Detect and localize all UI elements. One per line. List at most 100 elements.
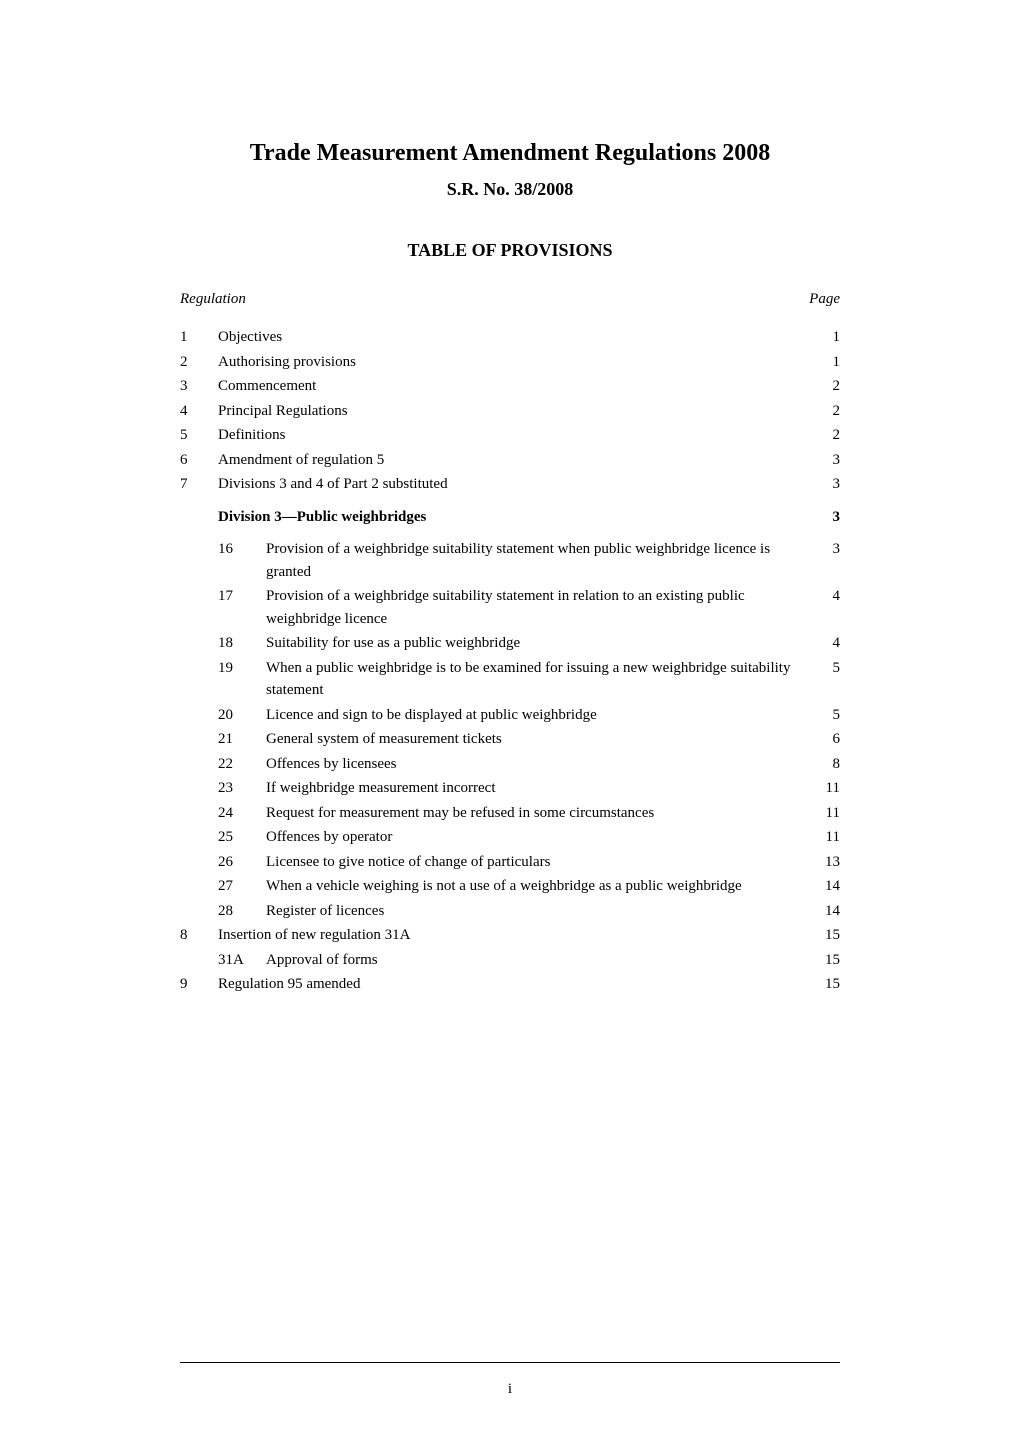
toc-page: 14 [816,900,840,923]
toc-sub-entry: 17 Provision of a weighbridge suitabilit… [180,585,840,630]
toc-label: When a vehicle weighing is not a use of … [266,875,816,898]
toc-label: If weighbridge measurement incorrect [266,777,816,800]
page-number: i [0,1381,1020,1398]
toc-page: 2 [816,400,840,423]
toc-num: 5 [180,424,218,447]
toc-num: 28 [218,900,266,923]
toc-page: 6 [816,728,840,751]
toc-entry: 5 Definitions 2 [180,424,840,447]
toc-label: Objectives [218,326,816,349]
toc-sub-entry: 21 General system of measurement tickets… [180,728,840,751]
division-heading: Division 3—Public weighbridges 3 [180,506,840,529]
toc-sub-entry: 23 If weighbridge measurement incorrect … [180,777,840,800]
toc-sub-entry: 20 Licence and sign to be displayed at p… [180,704,840,727]
toc-page: 1 [816,351,840,374]
toc-after2-list: 9 Regulation 95 amended 15 [180,973,840,996]
toc-page: 14 [816,875,840,898]
column-headers: Regulation Page [180,291,840,308]
toc-page: 11 [816,826,840,849]
toc-num: 18 [218,632,266,655]
toc-label: Commencement [218,375,816,398]
toc-num: 2 [180,351,218,374]
toc-label: Approval of forms [266,949,816,972]
toc-page: 1 [816,326,840,349]
toc-page: 3 [816,449,840,472]
toc-label: Register of licences [266,900,816,923]
toc-page: 15 [816,949,840,972]
toc-num: 25 [218,826,266,849]
toc-sub-entry: 27 When a vehicle weighing is not a use … [180,875,840,898]
toc-page: 5 [816,704,840,727]
toc-sub-entry: 22 Offences by licensees 8 [180,753,840,776]
toc-entry: 1 Objectives 1 [180,326,840,349]
toc-label: Amendment of regulation 5 [218,449,816,472]
toc-sub-entry: 24 Request for measurement may be refuse… [180,802,840,825]
toc-sub-entry: 16 Provision of a weighbridge suitabilit… [180,538,840,583]
toc-page: 4 [816,585,840,630]
toc-sub-entry: 19 When a public weighbridge is to be ex… [180,657,840,702]
toc-label: Offences by operator [266,826,816,849]
toc-label: Definitions [218,424,816,447]
toc-page: 11 [816,802,840,825]
toc-entry: 7 Divisions 3 and 4 of Part 2 substitute… [180,473,840,496]
toc-num: 24 [218,802,266,825]
toc-label: Request for measurement may be refused i… [266,802,816,825]
toc-label: General system of measurement tickets [266,728,816,751]
toc-page: 11 [816,777,840,800]
toc-num: 21 [218,728,266,751]
toc-page: 3 [816,473,840,496]
toc-entry: 4 Principal Regulations 2 [180,400,840,423]
toc-sub-list: 16 Provision of a weighbridge suitabilit… [180,538,840,922]
toc-page: 4 [816,632,840,655]
toc-num: 19 [218,657,266,702]
toc-num: 4 [180,400,218,423]
toc-num: 8 [180,924,218,947]
toc-num: 3 [180,375,218,398]
toc-label: Offences by licensees [266,753,816,776]
toc-label: Insertion of new regulation 31A [218,924,816,947]
toc-num: 16 [218,538,266,583]
toc-page: 15 [816,973,840,996]
division-label: Division 3—Public weighbridges [218,506,816,529]
toc-page: 3 [816,538,840,583]
toc-num: 6 [180,449,218,472]
toc-num: 20 [218,704,266,727]
toc-page: 13 [816,851,840,874]
toc-page: 8 [816,753,840,776]
toc-page: 2 [816,375,840,398]
toc-main-list: 1 Objectives 1 2 Authorising provisions … [180,326,840,496]
toc-num: 17 [218,585,266,630]
toc-sub-entry: 31A Approval of forms 15 [180,949,840,972]
toc-sub-entry: 28 Register of licences 14 [180,900,840,923]
toc-label: Divisions 3 and 4 of Part 2 substituted [218,473,816,496]
toc-label: When a public weighbridge is to be exami… [266,657,816,702]
footer-rule [180,1362,840,1363]
toc-entry: 6 Amendment of regulation 5 3 [180,449,840,472]
toc-entry: 8 Insertion of new regulation 31A 15 [180,924,840,947]
toc-heading: TABLE OF PROVISIONS [180,240,840,261]
toc-entry: 3 Commencement 2 [180,375,840,398]
toc-num: 26 [218,851,266,874]
toc-sub-entry: 25 Offences by operator 11 [180,826,840,849]
toc-label: Regulation 95 amended [218,973,816,996]
toc-sub-entry: 26 Licensee to give notice of change of … [180,851,840,874]
division-page: 3 [816,506,840,529]
toc-num: 9 [180,973,218,996]
toc-page: 15 [816,924,840,947]
page-column-label: Page [809,291,840,308]
toc-num: 23 [218,777,266,800]
toc-page: 2 [816,424,840,447]
toc-entry: 2 Authorising provisions 1 [180,351,840,374]
toc-sub-entry: 18 Suitability for use as a public weigh… [180,632,840,655]
toc-num: 31A [218,949,266,972]
toc-sub2-list: 31A Approval of forms 15 [180,949,840,972]
toc-label: Provision of a weighbridge suitability s… [266,585,816,630]
toc-label: Licence and sign to be displayed at publ… [266,704,816,727]
toc-num: 27 [218,875,266,898]
toc-after-list: 8 Insertion of new regulation 31A 15 [180,924,840,947]
toc-num: 1 [180,326,218,349]
toc-label: Licensee to give notice of change of par… [266,851,816,874]
toc-entry: 9 Regulation 95 amended 15 [180,973,840,996]
toc-num: 7 [180,473,218,496]
document-title: Trade Measurement Amendment Regulations … [180,140,840,167]
